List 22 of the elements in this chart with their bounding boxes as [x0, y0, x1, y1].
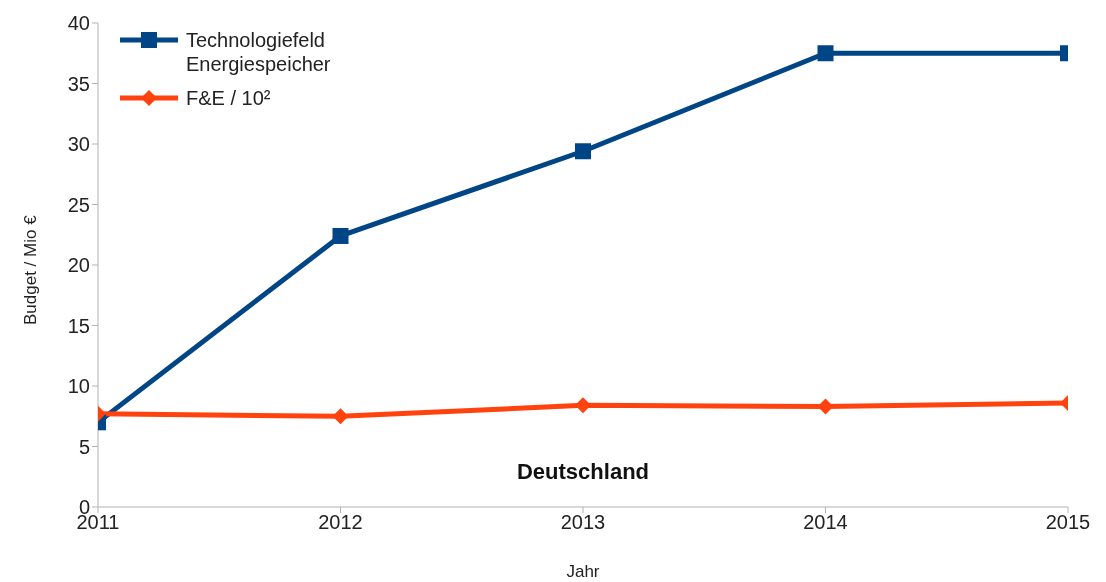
annotation: Deutschland [516, 458, 650, 485]
point [817, 45, 834, 62]
x-tick-label: 2015 [1045, 511, 1091, 534]
y-tick-label: 5 [78, 435, 90, 458]
y-tick-label: 20 [67, 254, 90, 277]
point [332, 408, 349, 425]
x-tick-label: 2014 [803, 511, 848, 534]
x-axis-title: Jahr [566, 562, 600, 581]
y-tick-label: 10 [67, 375, 90, 398]
y-tick-label: 35 [67, 72, 90, 95]
legend-label: F&E / 10² [186, 86, 272, 110]
x-tick-label: 2012 [318, 511, 363, 534]
point [332, 227, 349, 244]
y-tick-label: 30 [67, 133, 90, 156]
point [575, 143, 591, 160]
y-tick-label: 25 [67, 193, 90, 216]
y-tick-label: 40 [67, 12, 90, 35]
y-tick-label: 15 [67, 314, 90, 337]
y-axis-title: Budget / Mio € [21, 214, 41, 325]
legend-label: Technologiefeld Energiespeicher [186, 28, 332, 76]
x-tick-label: 2013 [560, 511, 606, 534]
point [575, 397, 591, 414]
